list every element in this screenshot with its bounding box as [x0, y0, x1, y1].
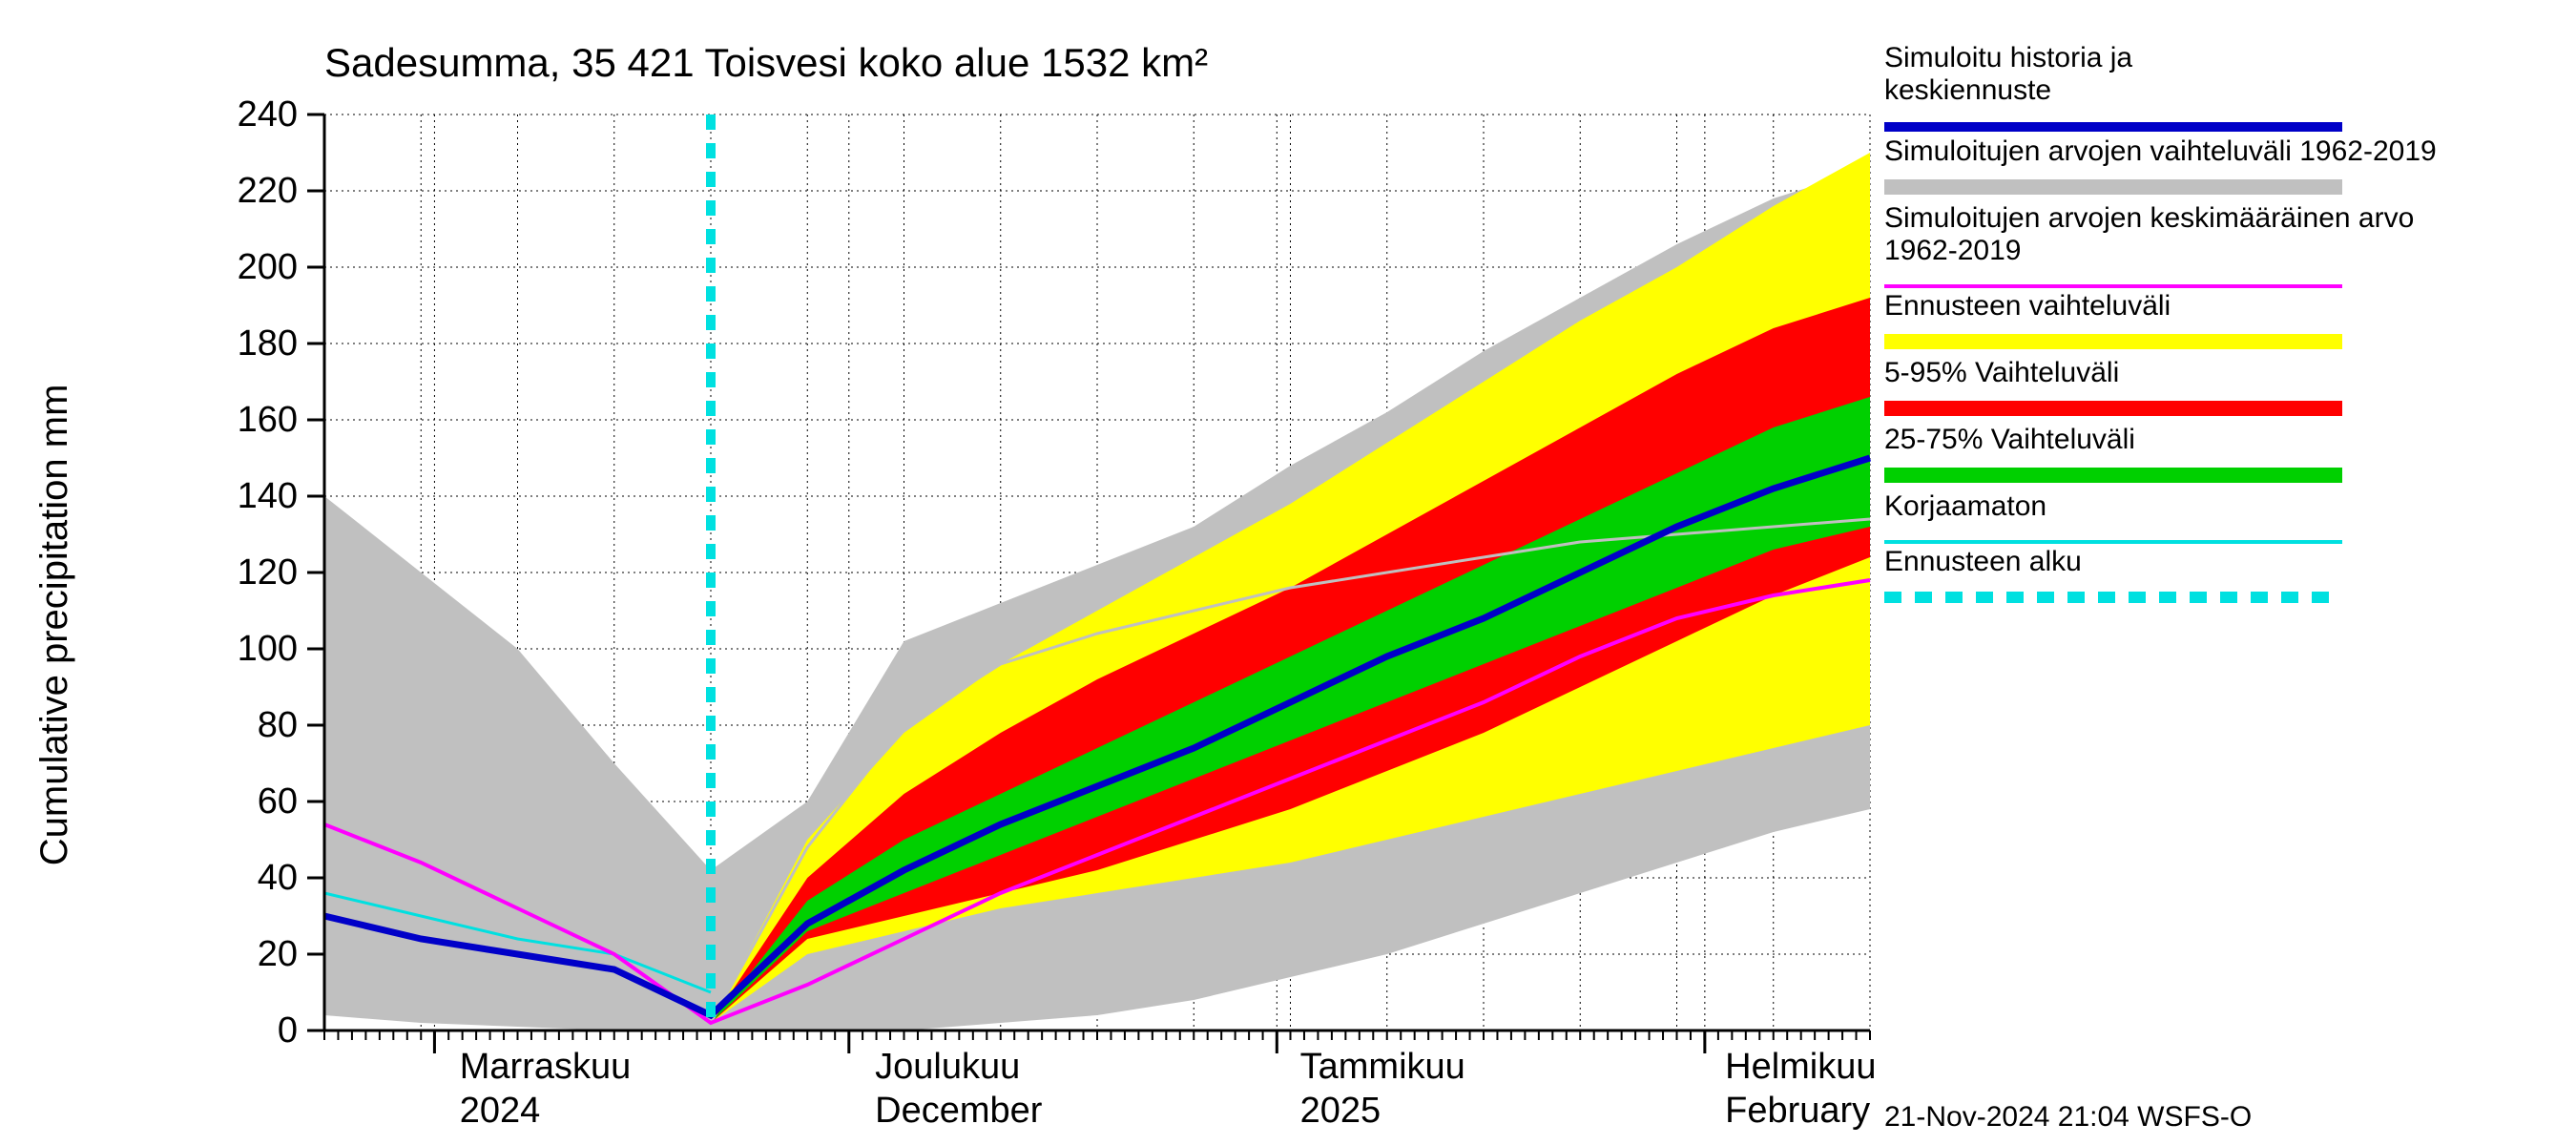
svg-text:Marraskuu: Marraskuu	[460, 1047, 632, 1087]
svg-text:Simuloitujen arvojen keskimäär: Simuloitujen arvojen keskimääräinen arvo	[1884, 202, 2414, 234]
svg-text:Ennusteen alku: Ennusteen alku	[1884, 546, 2082, 577]
svg-text:December: December	[875, 1091, 1043, 1131]
svg-text:160: 160	[238, 400, 298, 440]
svg-text:Ennusteen vaihteluväli: Ennusteen vaihteluväli	[1884, 290, 2171, 322]
svg-text:Joulukuu: Joulukuu	[875, 1047, 1020, 1087]
svg-text:120: 120	[238, 552, 298, 593]
svg-text:Simuloitu historia ja: Simuloitu historia ja	[1884, 42, 2132, 73]
svg-text:140: 140	[238, 476, 298, 516]
svg-text:20: 20	[258, 934, 298, 974]
svg-text:25-75% Vaihteluväli: 25-75% Vaihteluväli	[1884, 424, 2135, 455]
svg-text:keskiennuste: keskiennuste	[1884, 74, 2051, 106]
svg-text:200: 200	[238, 247, 298, 287]
svg-text:2025: 2025	[1300, 1091, 1381, 1131]
svg-text:180: 180	[238, 323, 298, 364]
svg-text:Korjaamaton: Korjaamaton	[1884, 490, 2046, 522]
svg-text:2024: 2024	[460, 1091, 541, 1131]
svg-text:21-Nov-2024 21:04 WSFS-O: 21-Nov-2024 21:04 WSFS-O	[1884, 1101, 2252, 1133]
svg-text:Helmikuu: Helmikuu	[1725, 1047, 1876, 1087]
svg-text:5-95% Vaihteluväli: 5-95% Vaihteluväli	[1884, 357, 2119, 388]
svg-text:100: 100	[238, 629, 298, 669]
svg-text:240: 240	[238, 94, 298, 135]
svg-text:Sadesumma, 35 421 Toisvesi kok: Sadesumma, 35 421 Toisvesi koko alue 153…	[324, 40, 1208, 85]
svg-text:0: 0	[278, 1010, 298, 1051]
svg-text:220: 220	[238, 171, 298, 211]
svg-text:80: 80	[258, 705, 298, 745]
chart-svg: 0 20 40 60 80 100 120 140 160 180 200 220 240 Marrask…	[0, 0, 2576, 1145]
svg-text:1962-2019: 1962-2019	[1884, 235, 2021, 266]
svg-text:Simuloitujen arvojen vaihteluv: Simuloitujen arvojen vaihteluväli 1962-2…	[1884, 135, 2437, 167]
svg-text:40: 40	[258, 858, 298, 898]
svg-text:Tammikuu: Tammikuu	[1300, 1047, 1465, 1087]
chart-container: 0 20 40 60 80 100 120 140 160 180 200 220 240 Marrask…	[0, 0, 2576, 1145]
svg-text:Cumulative precipitation mm: Cumulative precipitation mm	[33, 385, 75, 866]
svg-text:February: February	[1725, 1091, 1870, 1131]
svg-text:60: 60	[258, 781, 298, 822]
